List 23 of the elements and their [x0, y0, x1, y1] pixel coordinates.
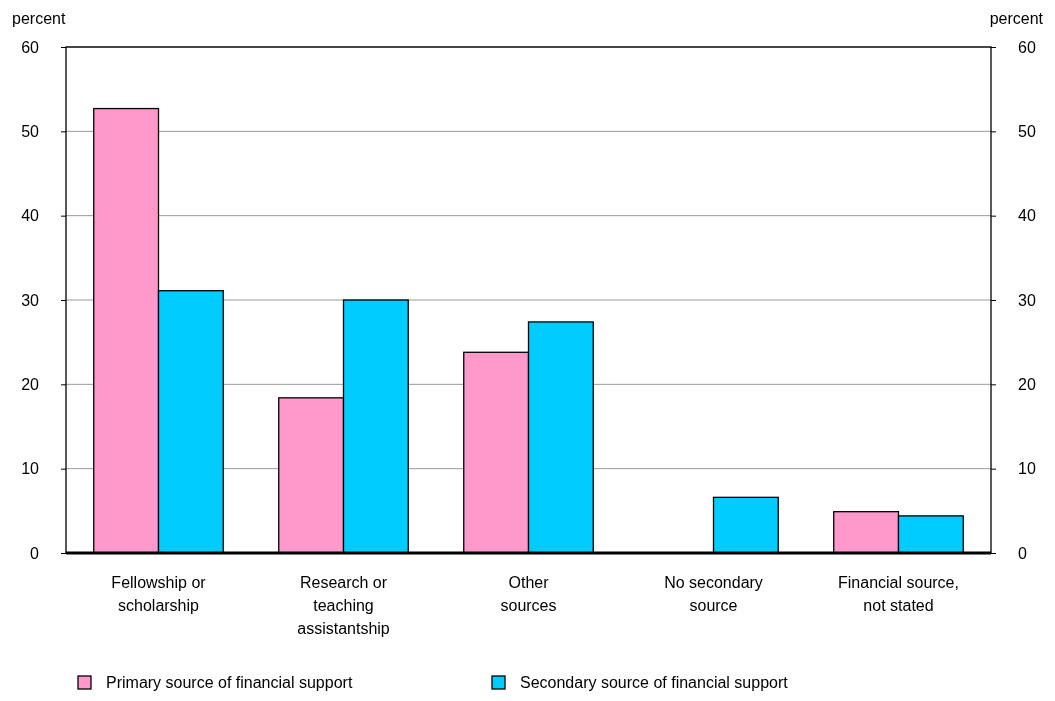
y2-tick-label: 20 [1018, 375, 1036, 393]
x-tick-label: Fellowship or scholarship [111, 574, 207, 614]
legend-label: Secondary source of financial support [520, 674, 789, 691]
legend-label: Primary source of financial support [106, 674, 353, 691]
y-tick-label: 20 [21, 375, 40, 393]
y-tick-label: 60 [21, 38, 40, 56]
y2-tick-label: 60 [1018, 38, 1036, 56]
y2-tick-label: 10 [1018, 460, 1036, 478]
x-tick-label: Financial source, not stated [838, 574, 959, 614]
y-tick-label: 30 [21, 291, 40, 309]
y2-tick-label: 0 [1018, 544, 1027, 562]
y-tick-label: 0 [30, 544, 40, 562]
x-tick-label: Research or teaching assistantship [297, 574, 390, 637]
y-tick-label: 10 [21, 460, 40, 478]
x-tick-label: Other sources [500, 574, 557, 614]
y-axis-title: percent [12, 10, 66, 27]
y2-axis-title: percent [989, 10, 1044, 27]
y-tick-label: 50 [21, 122, 40, 140]
y2-tick-label: 30 [1018, 291, 1036, 309]
y2-tick-label: 40 [1018, 207, 1036, 225]
x-tick-label: No secondary source [664, 574, 763, 614]
y-tick-label: 40 [21, 207, 40, 225]
y2-tick-label: 50 [1018, 122, 1036, 140]
